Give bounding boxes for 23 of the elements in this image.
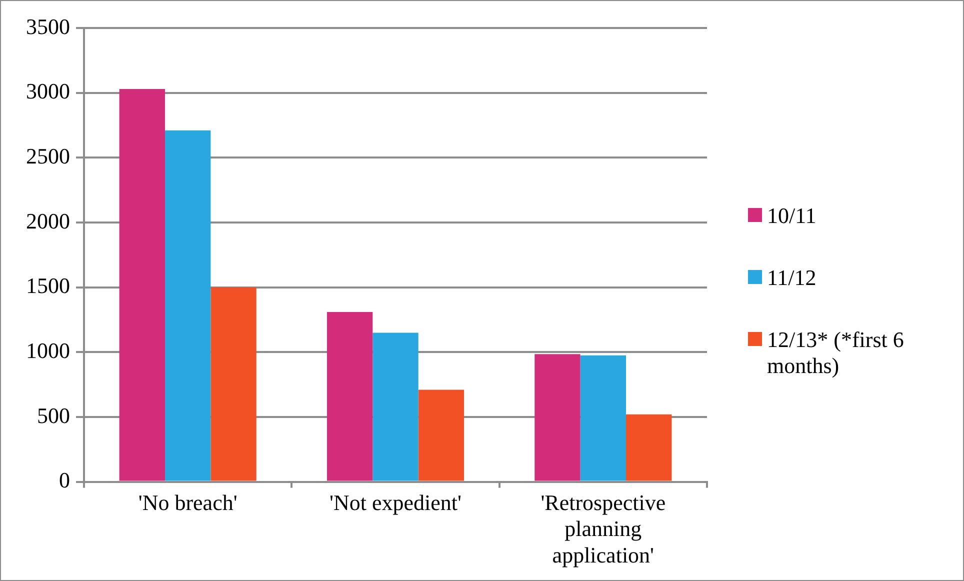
bar	[626, 414, 672, 481]
y-tick-label: 2000	[26, 208, 70, 234]
y-tick-label: 3000	[26, 78, 70, 104]
bar	[418, 390, 464, 481]
y-tick-label: 0	[59, 468, 70, 493]
bar	[372, 332, 418, 481]
bar	[580, 355, 626, 481]
bar	[210, 287, 256, 481]
y-tick-label: 1500	[26, 273, 70, 298]
y-tick-label: 500	[37, 402, 70, 428]
y-tick-label: 1000	[26, 338, 70, 363]
bar	[164, 130, 211, 481]
y-tick-label: 2500	[26, 143, 70, 168]
bar	[534, 354, 580, 481]
bar	[119, 88, 165, 481]
x-tick-label: 'No breach'	[138, 490, 238, 515]
legend-label: 10/11	[767, 202, 816, 228]
y-tick-label: 3500	[26, 14, 70, 39]
bar	[326, 312, 373, 481]
legend-label: 11/12	[767, 264, 816, 290]
x-tick-label: 'Not expedient'	[330, 490, 462, 515]
legend-label: 12/13* (*first 6 months)	[767, 326, 905, 378]
x-tick-label: 'Retrospective planning application'	[540, 490, 666, 568]
